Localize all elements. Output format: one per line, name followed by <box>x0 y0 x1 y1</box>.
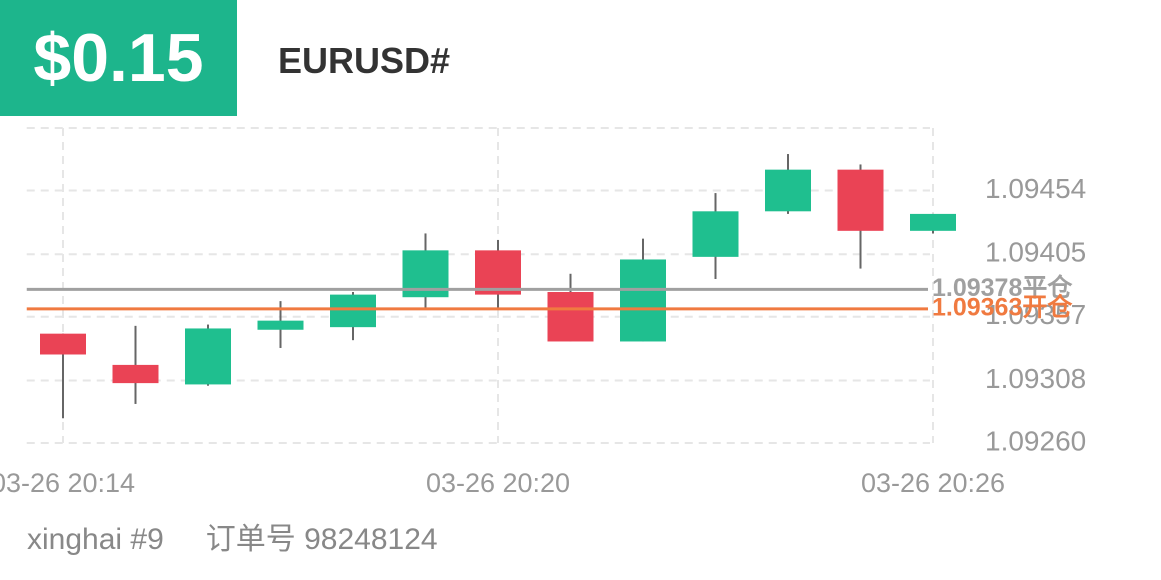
y-tick-label: 1.09308 <box>985 363 1086 394</box>
candle-body <box>475 250 521 295</box>
candle-body <box>330 294 376 328</box>
candle-body <box>40 333 86 355</box>
candle-body <box>765 169 811 212</box>
y-tick-label: 1.09405 <box>985 237 1086 268</box>
candle-body <box>185 328 231 385</box>
x-tick-label: 03-26 20:14 <box>0 468 135 498</box>
candle-body <box>112 364 159 384</box>
candle-body <box>257 320 304 330</box>
y-tick-label: 1.09260 <box>985 425 1086 456</box>
footer: xinghai #9 订单号 98248124 <box>27 514 480 558</box>
candle-body <box>547 292 594 342</box>
y-tick-label: 1.09454 <box>985 173 1086 204</box>
symbol: EURUSD# <box>278 40 451 81</box>
candle-body <box>910 213 956 231</box>
order-number: 订单号 98248124 <box>205 523 438 556</box>
x-tick-label: 03-26 20:20 <box>426 468 570 498</box>
position-label: 1.09363开仓 <box>932 293 1073 322</box>
y-tick-label: 1.09357 <box>985 299 1086 330</box>
candle-body <box>692 211 739 257</box>
candle-body <box>620 259 666 342</box>
position-label: 1.09378平仓 <box>932 273 1073 302</box>
x-tick-label: 03-26 20:26 <box>861 468 1005 498</box>
account: xinghai #9 <box>27 523 164 556</box>
profit-badge: $0.15 <box>0 0 237 116</box>
candle-body <box>837 169 884 231</box>
